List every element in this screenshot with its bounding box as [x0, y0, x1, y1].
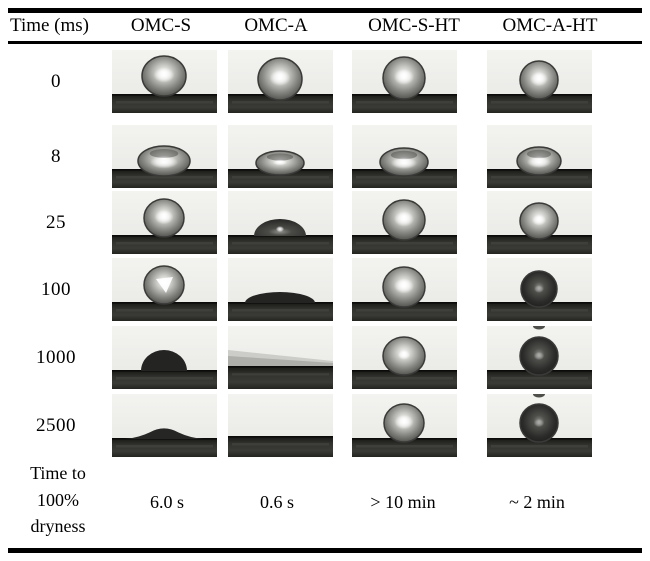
header-omc-a: OMC-A: [244, 15, 308, 36]
droplet-photo-omc-s-t25: [112, 191, 217, 254]
droplet-photo-omc-a-t1000: [228, 326, 333, 389]
time-label-100: 100: [41, 278, 71, 300]
droplet-photo-omc-a-ht-t1000: [487, 326, 592, 389]
droplet-photo-omc-s-ht-t0: [352, 50, 457, 113]
droplet-photo-omc-s-ht-t100: [352, 258, 457, 321]
header-time-label: Time (ms): [10, 15, 90, 36]
droplet-photo-omc-a-t2500: [228, 394, 333, 457]
time-label-1000: 1000: [36, 346, 76, 368]
bottom-rule: [8, 548, 642, 553]
dryness-value-omc-s: 6.0 s: [149, 492, 184, 512]
droplet-photo-omc-s-ht-t8: [352, 125, 457, 188]
droplet-photo-omc-a-t25: [228, 191, 333, 254]
dryness-label-line2: 100%: [37, 489, 79, 510]
dryness-label-line1: Time to: [30, 463, 86, 483]
droplet-photo-omc-s-ht-t25: [352, 191, 457, 254]
header-omc-s-ht: OMC-S-HT: [368, 15, 460, 36]
dryness-value-omc-a-ht: ~ 2 min: [509, 492, 565, 512]
droplet-photo-omc-a-t8: [228, 125, 333, 188]
time-label-25: 25: [46, 211, 66, 233]
droplet-photo-omc-a-ht-t2500: [487, 394, 592, 457]
droplet-photo-omc-s-t0: [112, 50, 217, 113]
dryness-value-omc-a: 0.6 s: [259, 492, 294, 512]
droplet-photo-omc-a-ht-t25: [487, 191, 592, 254]
header-omc-a-ht: OMC-A-HT: [502, 15, 598, 36]
droplet-photo-omc-s-t100: [112, 258, 217, 321]
droplet-photo-omc-a-ht-t100: [487, 258, 592, 321]
header-omc-s: OMC-S: [130, 15, 192, 36]
droplet-photo-omc-s-ht-t2500: [352, 394, 457, 457]
droplet-photo-omc-s-t2500: [112, 394, 217, 457]
dryness-label-line3: dryness: [30, 516, 86, 536]
droplet-photo-omc-a-t100: [228, 258, 333, 321]
dryness-time-label: Time to 100% dryness: [2, 460, 114, 540]
droplet-photo-omc-s-t1000: [112, 326, 217, 389]
droplet-photo-omc-a-ht-t8: [487, 125, 592, 188]
droplet-photo-omc-s-t8: [112, 125, 217, 188]
dryness-value-omc-s-ht: > 10 min: [370, 492, 436, 512]
droplet-photo-omc-a-ht-t0: [487, 50, 592, 113]
time-label-0: 0: [51, 70, 61, 92]
header-rule: [8, 41, 642, 44]
droplet-photo-omc-a-t0: [228, 50, 333, 113]
time-label-2500: 2500: [36, 414, 76, 436]
time-label-8: 8: [51, 145, 61, 167]
droplet-photo-omc-s-ht-t1000: [352, 326, 457, 389]
top-rule: [8, 8, 642, 13]
